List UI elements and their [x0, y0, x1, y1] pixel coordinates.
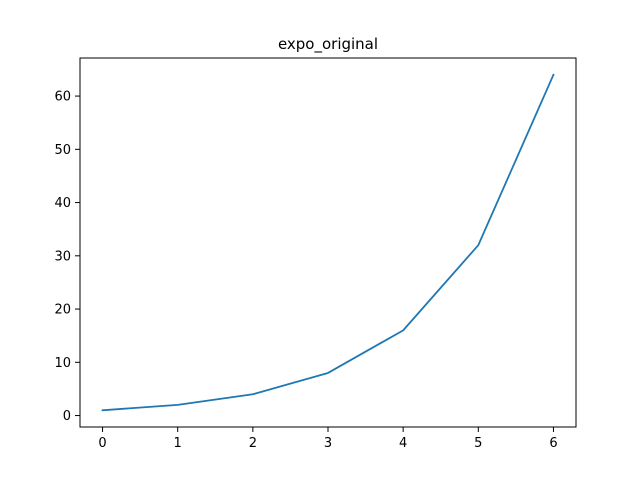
x-tick-label: 6: [549, 436, 557, 451]
x-tick-label: 2: [249, 436, 257, 451]
x-tick-label: 0: [98, 436, 106, 451]
x-tick-label: 5: [474, 436, 482, 451]
y-tick-label: 20: [54, 303, 71, 318]
x-tick-label: 3: [324, 436, 332, 451]
y-tick-label: 0: [63, 409, 71, 424]
x-tick-label: 1: [174, 436, 182, 451]
axes-frame: [79, 57, 577, 428]
y-tick-label: 60: [54, 90, 71, 105]
x-tick-label: 4: [399, 436, 407, 451]
y-tick-label: 30: [54, 249, 71, 264]
series-line: [101, 73, 555, 412]
y-tick-label: 40: [54, 196, 71, 211]
y-tick-label: 10: [54, 356, 71, 371]
y-tick-label: 50: [54, 143, 71, 158]
chart-title: expo_original: [278, 35, 378, 54]
